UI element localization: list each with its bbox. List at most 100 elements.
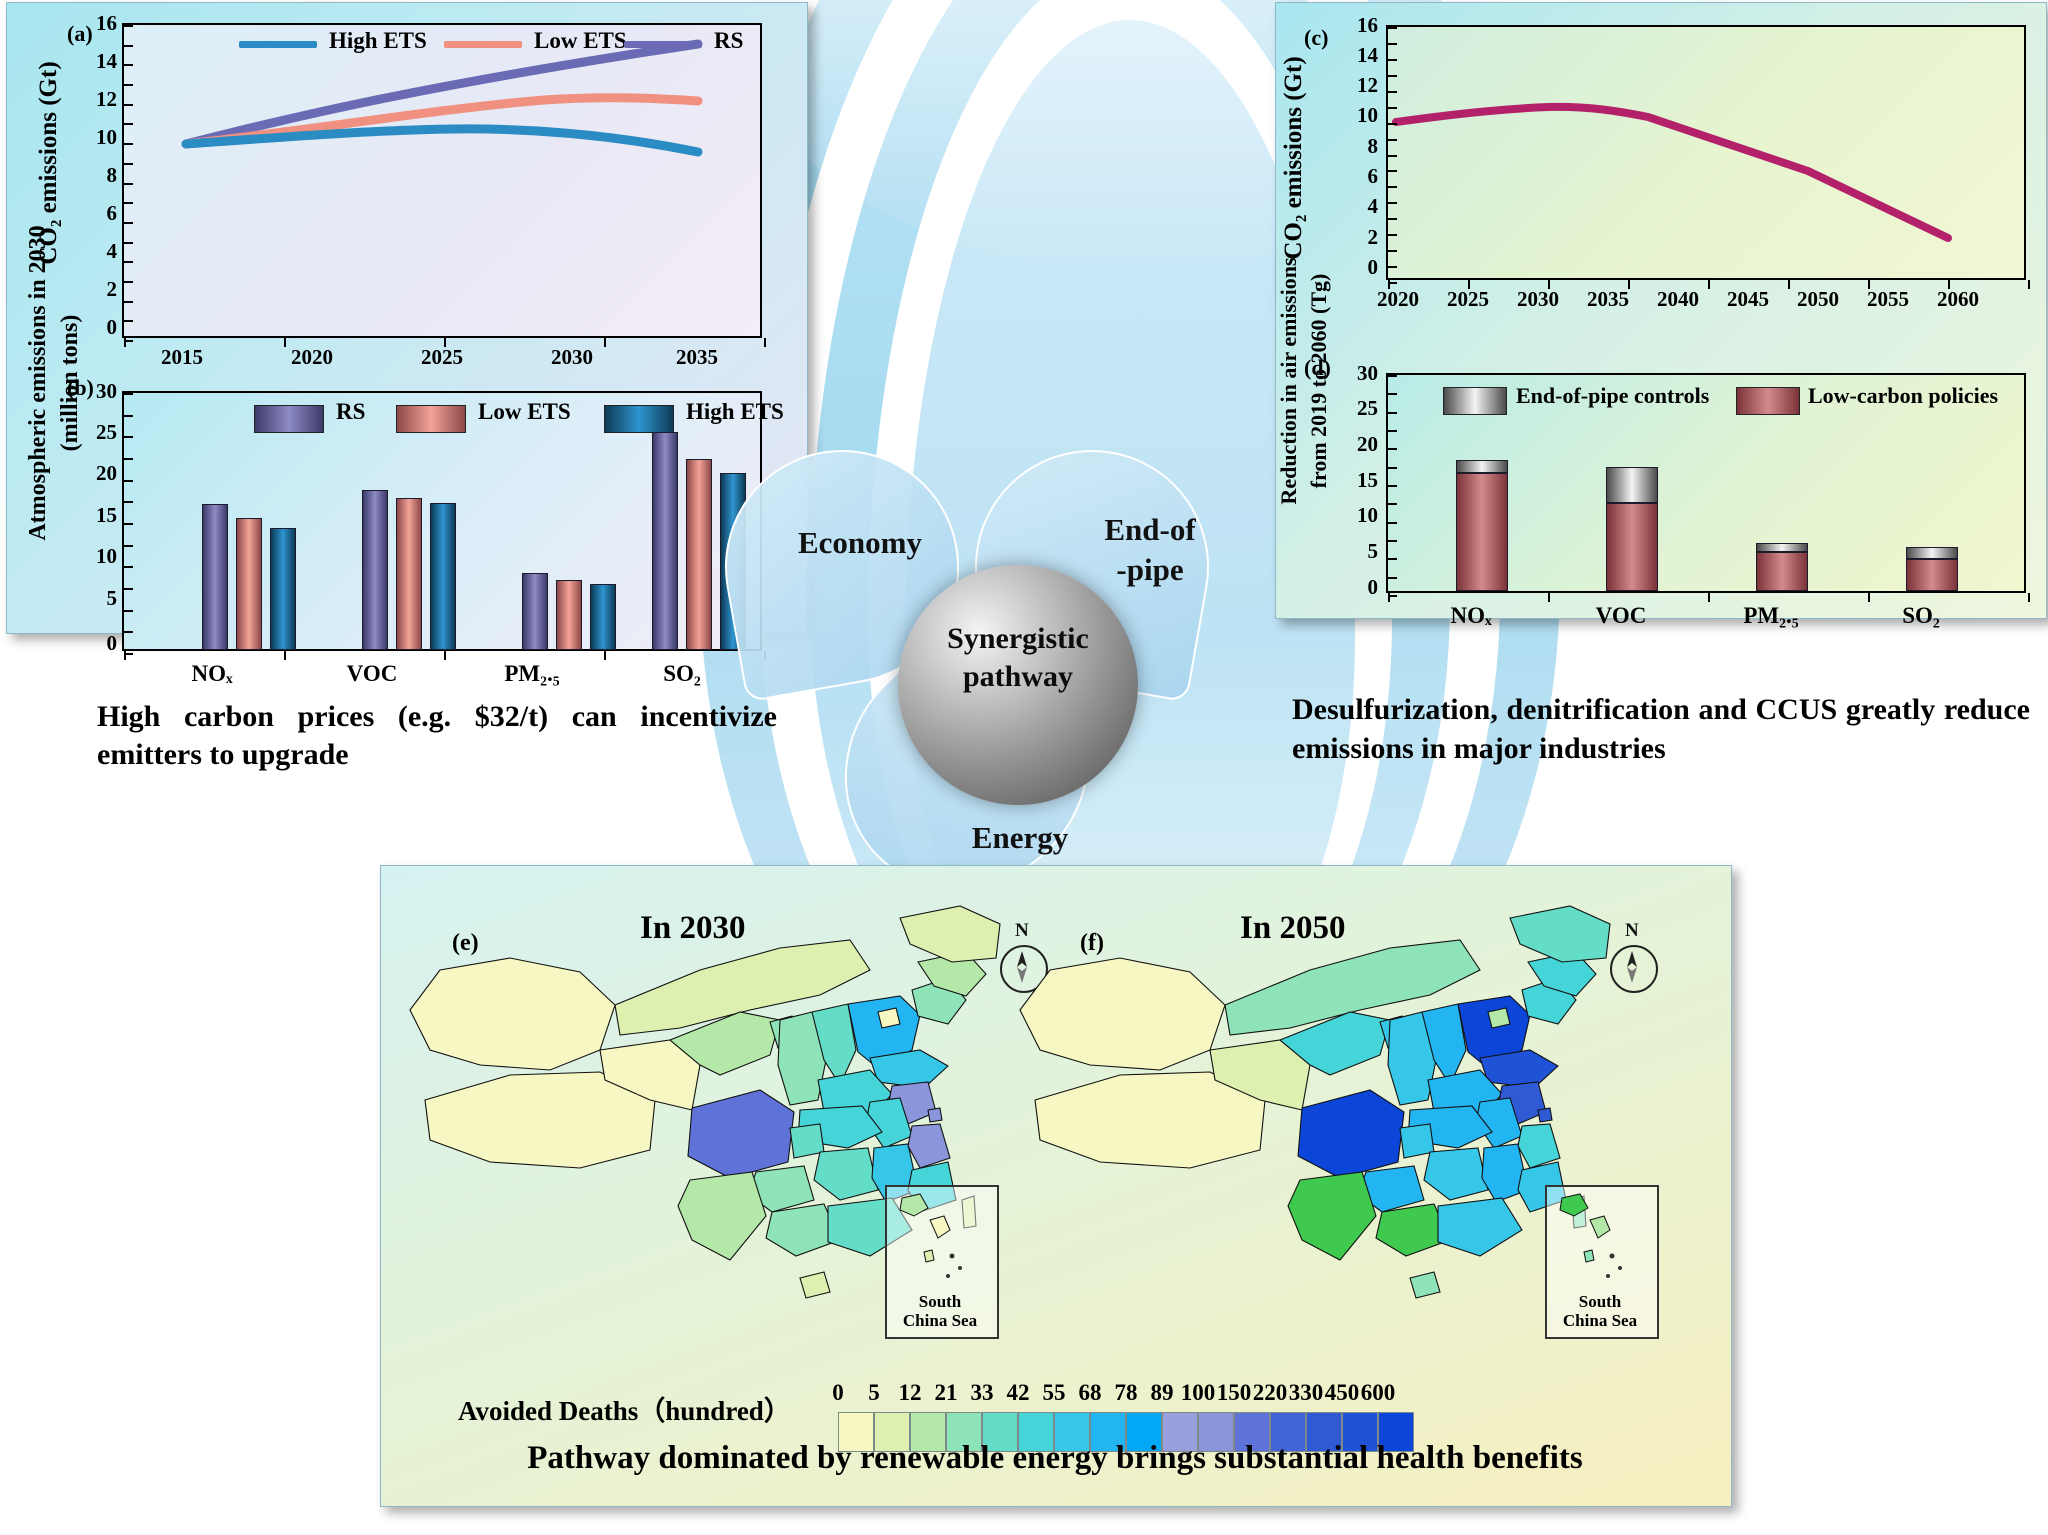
axis-tick-mark [124,588,133,590]
colorbar-cell [874,1412,910,1452]
axis-tick-mark [124,436,133,439]
panel-c-ytick-0: 0 [1367,255,1379,279]
axis-tick-mark [1388,58,1397,61]
panel-a-legend-swatch-rs [624,41,702,48]
panel-a-legend-label-high-ets: High ETS [329,28,427,53]
colorbar-tick-label: 89 [1150,1380,1174,1405]
axis-tick-mark [124,241,133,244]
panel-d-legend-label-low-carbon: Low-carbon policies [1808,383,1999,408]
panel-d-xtick-nox: NOₓ [1450,603,1492,628]
colorbar-tick-label: 100 [1180,1380,1216,1405]
colorbar-cell [982,1412,1018,1452]
panel-a-ytick-2: 2 [106,277,118,301]
colorbar-tick-label: 55 [1042,1380,1066,1405]
panel-c-xtick-2025: 2025 [1447,287,1489,311]
axis-tick-mark [604,338,606,347]
axis-tick-mark [124,162,133,165]
panel-e-china-map [409,905,1001,1299]
panel-e-title: In 2030 [640,910,746,946]
panel-c-ytick-16: 16 [1357,13,1378,37]
axis-tick-mark [124,458,133,460]
synergistic-pathway-sphere [898,565,1138,805]
axis-tick-mark [124,44,133,47]
axis-tick-mark [124,103,133,106]
axis-tick-mark [124,202,133,205]
axis-tick-mark [1388,42,1397,45]
panel-d-bar-so2-low-carbon [1906,559,1958,591]
colorbar-cell [1234,1412,1270,1452]
colorbar-cell [1126,1412,1162,1452]
panel-d-ytick-25: 25 [1357,396,1378,420]
panel-card-left: (a) CO₂ emissions (Gt) High ETS Low ETS … [6,2,808,771]
axis-tick-mark [1388,250,1397,253]
panel-c-xtick-2040: 2040 [1657,287,1699,311]
panel-a-ytick-12: 12 [96,87,117,111]
panel-b-ytick-30: 30 [96,379,117,403]
axis-tick-mark [284,338,286,347]
panel-a-legend-swatch-low-ets [444,41,522,48]
colorbar-tick-label: 220 [1252,1380,1288,1405]
panel-c-ytick-8: 8 [1367,134,1379,158]
panel-b-ytick-20: 20 [96,461,117,485]
colorbar-tick-label: 21 [934,1380,958,1405]
axis-tick-mark [1388,74,1397,77]
panel-f-inset-label-line1: South [1578,1292,1622,1311]
panel-d-bar-pm25-low-carbon [1756,552,1808,591]
bottom-caption: Pathway dominated by renewable energy br… [527,1440,1583,1476]
panel-b-bar-nox-low-ets [236,518,262,650]
axis-tick-mark [284,651,286,660]
panel-b-xtick-pm25: PM₂.₅ [504,661,560,686]
axis-tick-mark [1388,122,1397,125]
panel-d-bar-nox-low-carbon [1456,473,1508,591]
panel-f-inset-label: South China Sea [1545,1292,1655,1330]
axis-tick-mark [124,143,133,146]
axis-tick-mark [1388,138,1397,141]
axis-tick-mark [124,25,133,27]
panel-b-xtick-voc: VOC [346,661,398,686]
venn-label-end-of-pipe-line1: End-of [1104,512,1196,547]
panel-e-letter: (e) [452,930,479,956]
axis-tick-mark [1708,280,1710,289]
panel-b-ytick-5: 5 [106,586,118,610]
panel-d-bar-pm25-end-of-pipe [1756,543,1808,552]
colorbar-tick-label: 5 [868,1380,880,1405]
axis-tick-mark [124,84,133,87]
panel-b-ytick-15: 15 [96,503,117,527]
panel-c-ytick-6: 6 [1367,164,1379,188]
panel-d-legend-swatch-low-carbon [1736,387,1800,415]
axis-tick-mark [1468,280,1470,289]
axis-tick-mark [124,340,133,342]
axis-tick-mark [1388,234,1397,237]
colorbar-tick-label: 68 [1078,1380,1102,1405]
panel-b-legend-swatch-high-ets [604,405,674,433]
panel-f-title: In 2050 [1240,910,1346,946]
axis-tick-mark [1388,576,1397,579]
axis-tick-mark [1388,593,1390,602]
panel-f-china-map [1019,905,1611,1299]
colorbar-cell [1378,1412,1414,1452]
axis-tick-mark [1388,27,1397,29]
axis-tick-mark [1388,280,1390,289]
axis-tick-mark [124,300,133,303]
synergistic-pathway-label: Synergistic pathway [898,620,1138,695]
panel-e-compass-needle-icon [1017,951,1027,983]
panel-f-compass-needle-icon [1627,951,1637,983]
panel-d-bar-voc-end-of-pipe [1606,467,1658,503]
panel-d-legend-label-end-of-pipe: End-of-pipe controls [1516,383,1710,408]
colorbar-tick-label: 33 [970,1380,994,1405]
colorbar-cell [1054,1412,1090,1452]
colorbar-cell [1090,1412,1126,1452]
panel-a-xtick-2015: 2015 [161,345,203,369]
panel-d-legend-swatch-end-of-pipe [1443,387,1507,415]
venn-label-economy: Economy [798,525,922,560]
axis-tick-mark [124,414,133,417]
venn-label-energy: Energy [971,820,1069,855]
axis-tick-mark [124,566,133,569]
panel-b-xtick-so2: SO₂ [663,661,701,686]
axis-tick-mark [1388,485,1397,487]
synergistic-pathway-line2: pathway [962,659,1074,693]
panel-b-bar-so2-low-ets [686,459,712,650]
axis-tick-mark [124,123,133,126]
panel-f-letter: (f) [1080,930,1104,956]
panel-d-ytick-10: 10 [1357,503,1378,527]
